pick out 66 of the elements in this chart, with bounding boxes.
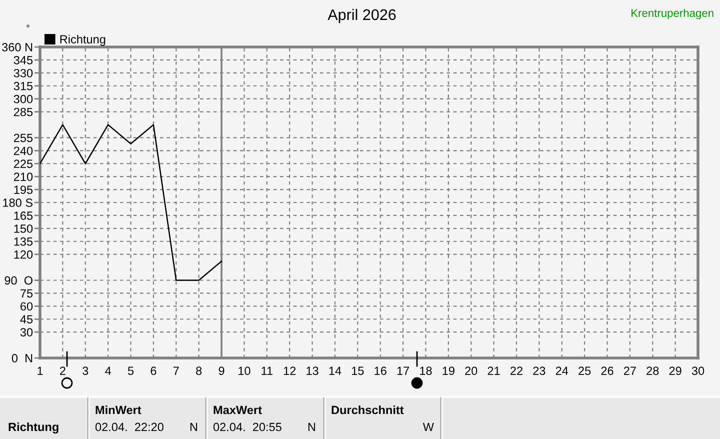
- x-tick-label: 20: [465, 366, 478, 376]
- x-tick-label: 21: [488, 366, 500, 375]
- x-tick-label: 22: [510, 366, 522, 375]
- x-tick-label: 15: [352, 366, 364, 376]
- text: Richtung: [8, 422, 58, 434]
- x-tick-label: 11: [262, 366, 272, 375]
- y-tick-label: 330: [14, 68, 33, 78]
- y-tick-label: 345: [14, 56, 33, 64]
- y-tick-label: 30: [20, 328, 33, 336]
- text: 02.04. 20:55: [213, 422, 282, 432]
- y-tick-label: 315: [14, 82, 33, 90]
- line-series: [40, 124, 222, 281]
- y-tick-label: 360 N: [2, 43, 32, 52]
- y-tick-label: 135: [14, 237, 33, 246]
- x-tick-label: 7: [173, 366, 179, 375]
- text: N: [308, 422, 316, 432]
- y-tick-label: 195: [14, 186, 33, 194]
- y-tick-label: 150: [14, 224, 33, 233]
- y-tick-label: 240: [14, 146, 33, 156]
- y-tick-label: 120: [14, 250, 33, 259]
- chart-title: April 2026: [328, 8, 396, 24]
- x-tick-label: 28: [646, 366, 659, 376]
- x-tick-label: 24: [556, 366, 568, 375]
- text: W: [422, 422, 434, 432]
- y-tick-label: 75: [20, 289, 33, 298]
- y-tick-label: 285: [14, 108, 33, 116]
- x-tick-label: 17: [397, 366, 410, 375]
- x-tick-label: 2: [60, 366, 66, 375]
- text: 02.04. 22:20: [95, 422, 164, 432]
- y-tick-label: 210: [14, 172, 33, 181]
- x-tick-label: 8: [196, 366, 202, 376]
- legend-label: Richtung: [60, 34, 106, 46]
- y-tick-label: 180 S: [3, 198, 33, 207]
- y-tick-label: 0 N: [12, 354, 32, 362]
- x-tick-label: 3: [82, 366, 88, 376]
- x-tick-label: 10: [238, 366, 250, 376]
- y-tick-label: 255: [14, 134, 33, 142]
- x-tick-label: 12: [284, 366, 296, 375]
- x-tick-label: 23: [533, 366, 546, 376]
- text: Durchschnitt: [332, 405, 404, 414]
- x-tick-label: 26: [601, 366, 614, 376]
- text: MaxWert: [214, 406, 262, 414]
- x-tick-label: 14: [329, 366, 342, 375]
- y-axis-title: °: [26, 24, 30, 28]
- text: MinWert: [96, 405, 142, 414]
- x-tick-label: 13: [306, 366, 318, 376]
- x-tick-label: 16: [374, 366, 386, 376]
- x-tick-label: 30: [692, 366, 704, 376]
- chart-subtitle: Krentruperhagen: [632, 8, 714, 20]
- y-tick-label: 45: [20, 315, 33, 324]
- x-tick-label: 18: [420, 366, 432, 376]
- text: N: [190, 422, 198, 432]
- x-tick-label: 9: [218, 366, 224, 376]
- x-tick-label: 5: [128, 366, 134, 376]
- y-tick-label: 300: [14, 94, 33, 104]
- x-tick-label: 6: [150, 366, 156, 376]
- x-tick-label: 4: [105, 366, 112, 375]
- x-tick-label: 27: [624, 366, 636, 375]
- y-tick-label: 165: [14, 211, 33, 220]
- x-tick-label: 25: [578, 366, 591, 376]
- y-tick-label: 90 O: [4, 276, 32, 285]
- x-tick-label: 29: [669, 366, 682, 376]
- y-tick-label: 225: [14, 160, 33, 168]
- y-tick-label: 60: [20, 302, 33, 311]
- x-tick-label: 19: [442, 366, 454, 376]
- x-tick-label: 1: [38, 366, 43, 375]
